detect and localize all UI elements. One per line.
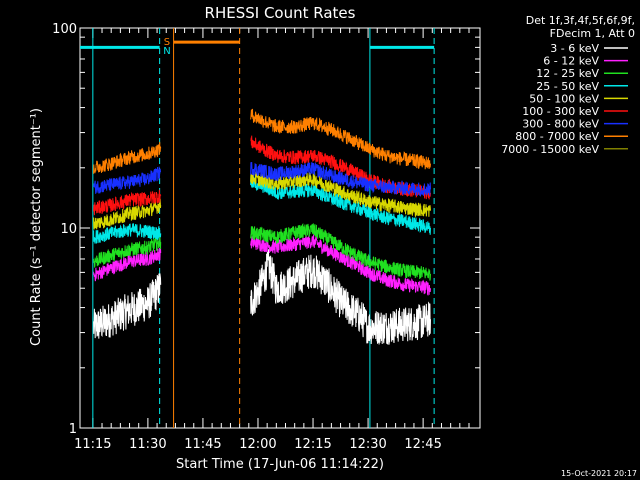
y-tick-label: 100 [52,22,77,37]
series-line [93,236,162,269]
series-line [250,234,431,297]
legend: Det 1f,3f,4f,5f,6f,9f,FDecim 1, Att 0 3 -… [501,14,635,156]
series-line [250,108,431,170]
legend-label: 25 - 50 keV [536,80,599,93]
series-line [250,249,431,345]
series-line [93,166,162,194]
y-tick-label: 1 [69,422,77,437]
legend-header: FDecim 1, Att 0 [550,27,635,40]
x-tick-label: 12:00 [239,437,276,452]
x-tick-label: 12:15 [294,437,331,452]
x-axis-label: Start Time (17-Jun-06 11:14:22) [176,457,384,472]
legend-label: 6 - 12 keV [543,55,599,68]
series-line [250,175,431,235]
y-axis-label: Count Rate (s⁻¹ detector segment⁻¹) [29,108,44,346]
x-tick-label: 12:30 [349,437,386,452]
marker-label: S [164,37,170,48]
series-line [250,171,431,218]
x-tick-label: 11:15 [74,437,111,452]
series-line [93,223,162,244]
legend-label: 300 - 800 keV [522,118,599,131]
series-line [93,246,162,282]
x-tick-label: 11:30 [129,437,166,452]
legend-label: 3 - 6 keV [550,42,599,55]
series-line [250,161,431,198]
series-line [250,222,431,281]
timestamp: 15-Oct-2021 20:17 [561,469,637,478]
chart-title: RHESSI Count Rates [205,4,356,22]
legend-label: 12 - 25 keV [536,67,599,80]
x-tick-label: 12:45 [404,437,441,452]
plot-area: 1 10 100 11:15 11:30 11:45 12:00 12:15 12:30 12:4… [52,22,481,452]
series-line [93,189,162,216]
x-tick-label: 11:45 [184,437,221,452]
series-line [93,141,162,174]
series-line [93,273,162,339]
y-tick-label: 10 [60,222,77,237]
legend-label: 50 - 100 keV [529,92,599,105]
legend-label: 800 - 7000 keV [515,130,599,143]
legend-header: Det 1f,3f,4f,5f,6f,9f, [526,14,635,27]
series-line [93,198,162,230]
legend-label: 7000 - 15000 keV [501,143,599,156]
marker-label: N [163,46,170,57]
legend-label: 100 - 300 keV [522,105,599,118]
